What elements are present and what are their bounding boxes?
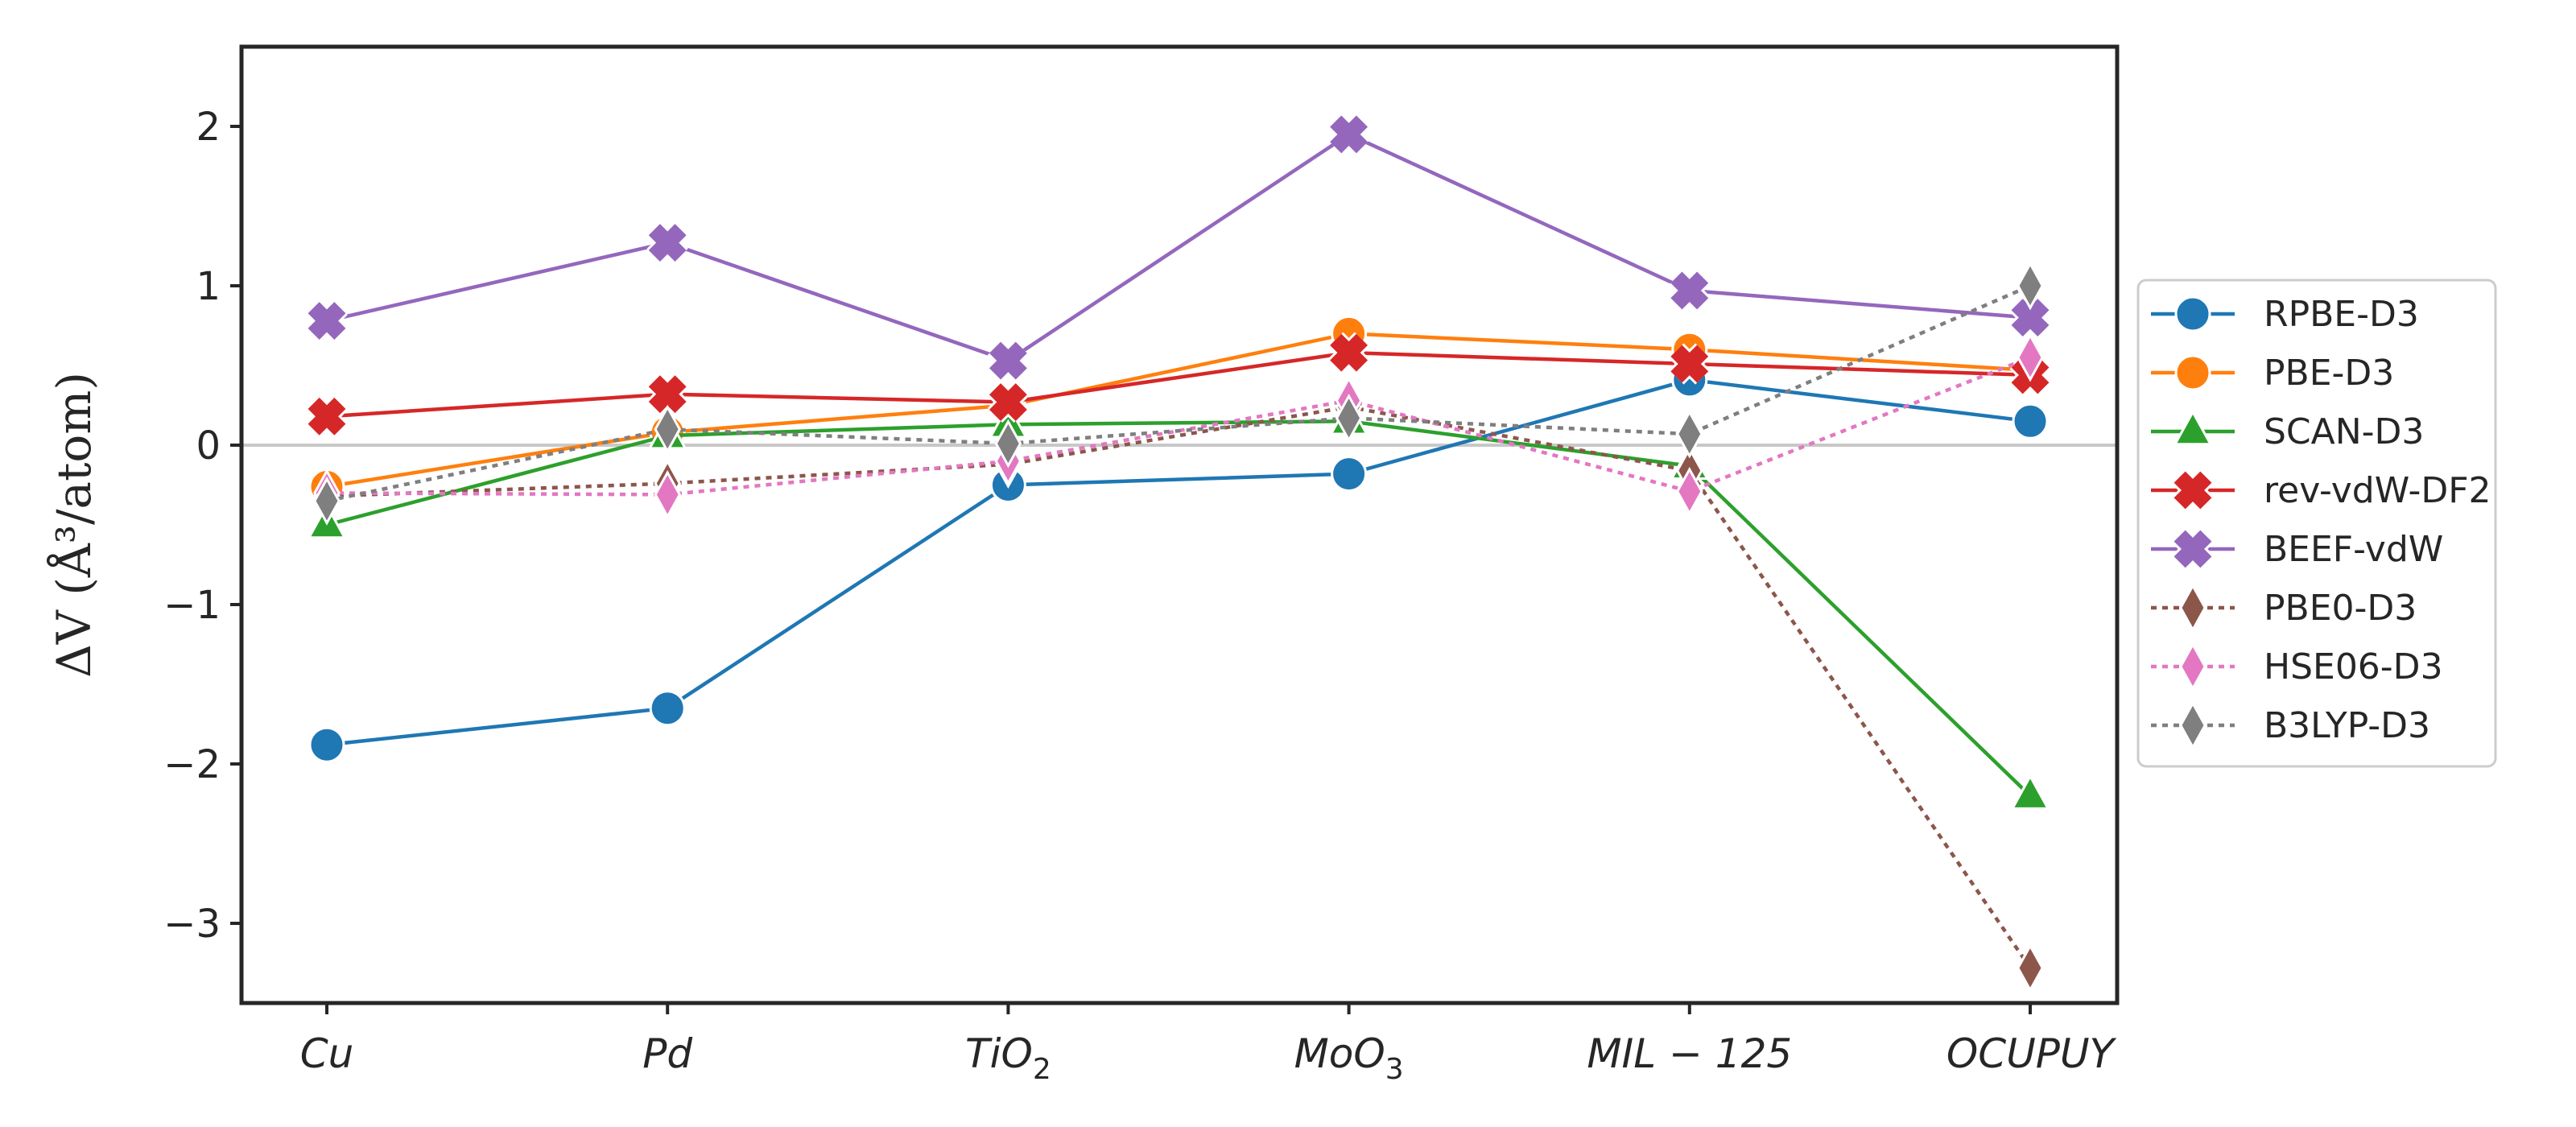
series-beef-vdw: [306, 114, 2051, 382]
series-line: [326, 356, 2031, 497]
data-point: [987, 381, 1029, 423]
data-point: [1675, 467, 1703, 516]
data-point: [1331, 456, 1368, 493]
series-scan-d3: [308, 400, 2050, 810]
data-point: [654, 404, 682, 454]
legend-label: PBE0-D3: [2264, 588, 2417, 629]
legend-entry: HSE06-D3: [2151, 642, 2443, 691]
data-point: [649, 690, 686, 727]
legend-label: HSE06-D3: [2264, 646, 2443, 687]
x-tick-label: TiO2: [965, 1030, 1051, 1086]
data-point: [1335, 393, 1363, 443]
legend-marker: [2172, 528, 2214, 570]
data-point: [1675, 409, 1703, 459]
legend-entry: PBE0-D3: [2151, 583, 2417, 633]
data-point: [2012, 402, 2049, 440]
data-point: [308, 726, 345, 763]
legend-marker: [2174, 411, 2212, 446]
series-line: [326, 405, 2032, 969]
series-rev-vdw-df2: [306, 332, 2051, 437]
legend-label: RPBE-D3: [2264, 294, 2419, 335]
series-line: [326, 419, 2032, 798]
y-tick-label: −3: [163, 902, 221, 947]
data-point: [646, 221, 688, 264]
series-rpbe-d3: [308, 361, 2049, 763]
legend-entry: rev-vdW-DF2: [2151, 469, 2491, 511]
series-line: [326, 350, 2031, 419]
x-tick-label: OCUPUY: [1946, 1030, 2117, 1077]
x-axis: Cu Pd TiO2 MoO3 MIL − 125 OCUPUY: [300, 1003, 2117, 1086]
legend-entry: RPBE-D3: [2151, 294, 2419, 335]
data-point: [994, 419, 1022, 469]
legend-label: rev-vdW-DF2: [2264, 470, 2491, 511]
data-point: [654, 469, 682, 519]
data-point: [306, 395, 348, 437]
y-tick-label: 1: [196, 264, 221, 309]
data-point: [2017, 943, 2044, 993]
series-b3lyp-d3: [313, 261, 2044, 526]
plot-frame: [239, 44, 2120, 1005]
data-point: [2017, 332, 2044, 382]
data-point: [2011, 774, 2050, 810]
data-point: [1669, 270, 1711, 312]
y-tick-label: −1: [163, 583, 221, 628]
x-tick-label: MoO3: [1294, 1030, 1404, 1086]
data-point: [313, 476, 341, 526]
legend-entry: B3LYP-D3: [2151, 700, 2430, 750]
legend-label: BEEF-vdW: [2264, 529, 2443, 570]
data-point: [1328, 114, 1370, 155]
data-point: [2017, 261, 2044, 311]
y-axis-label: ΔV (Å³/atom): [47, 372, 101, 678]
legend-entry: PBE-D3: [2151, 353, 2394, 394]
legend: RPBE-D3 PBE-D3 SCAN-D3 rev-vdW-DF2 BEEF-vdW P…: [2136, 279, 2497, 768]
y-tick-label: 2: [196, 105, 221, 150]
legend-entry: SCAN-D3: [2151, 411, 2424, 452]
legend-marker: [2174, 354, 2211, 391]
series-line: [326, 332, 2031, 489]
x-tick-label: MIL − 125: [1587, 1030, 1792, 1077]
series-hse06-d3: [313, 332, 2044, 519]
y-tick-label: −2: [163, 742, 221, 787]
data-point: [646, 374, 688, 415]
legend-marker: [2174, 295, 2211, 332]
legend-marker: [2179, 583, 2207, 633]
legend-marker: [2179, 642, 2207, 691]
legend-frame: [2136, 279, 2497, 768]
series-line: [326, 132, 2031, 363]
data-point: [1328, 332, 1370, 374]
data-point: [306, 300, 348, 342]
legend-marker: [2179, 700, 2207, 750]
series-pbe-d3: [308, 315, 2049, 505]
data-point: [987, 340, 1029, 382]
series-line: [326, 378, 2031, 747]
data-point: [2009, 297, 2051, 339]
data-point: [1669, 343, 1711, 385]
legend-entry: BEEF-vdW: [2151, 528, 2443, 570]
y-axis: −3 −2 −1 0 1 2: [163, 105, 242, 947]
series-layer: [306, 114, 2051, 993]
x-tick-label: Cu: [300, 1030, 354, 1077]
y-tick-label: 0: [196, 423, 221, 469]
legend-marker: [2172, 469, 2214, 511]
legend-label: B3LYP-D3: [2264, 705, 2430, 746]
series-pbe0-d3: [313, 382, 2044, 993]
series-line: [326, 283, 2031, 503]
legend-label: PBE-D3: [2264, 353, 2394, 394]
legend-label: SCAN-D3: [2264, 411, 2424, 452]
x-tick-label: Pd: [642, 1030, 692, 1077]
